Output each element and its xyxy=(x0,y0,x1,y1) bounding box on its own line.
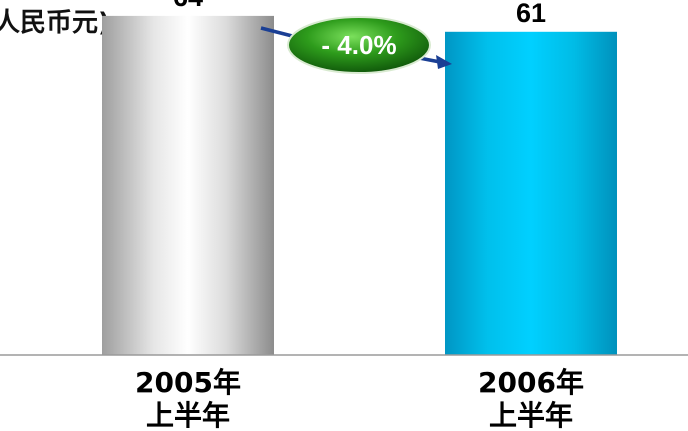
change-badge xyxy=(287,16,431,74)
unit-label: 人民币元) xyxy=(0,8,110,38)
value-labels-group: 64 61 xyxy=(173,0,546,28)
bar-value-label-1: 61 xyxy=(516,0,546,28)
bar-0 xyxy=(102,15,274,356)
change-arrow-head xyxy=(436,55,452,69)
change-badge-text: - 4.0% xyxy=(321,30,396,60)
category-label-1-line-1: 上半年 xyxy=(489,399,573,431)
bars-group xyxy=(102,15,617,356)
change-indicator: - 4.0% xyxy=(260,16,452,74)
category-label-1-line-0: 2006年 xyxy=(478,366,584,399)
bar-1 xyxy=(445,31,617,355)
category-label-0-line-0: 2005年 xyxy=(135,366,241,399)
category-label-0-line-1: 上半年 xyxy=(146,399,230,431)
bar-value-label-0: 64 xyxy=(173,0,203,12)
